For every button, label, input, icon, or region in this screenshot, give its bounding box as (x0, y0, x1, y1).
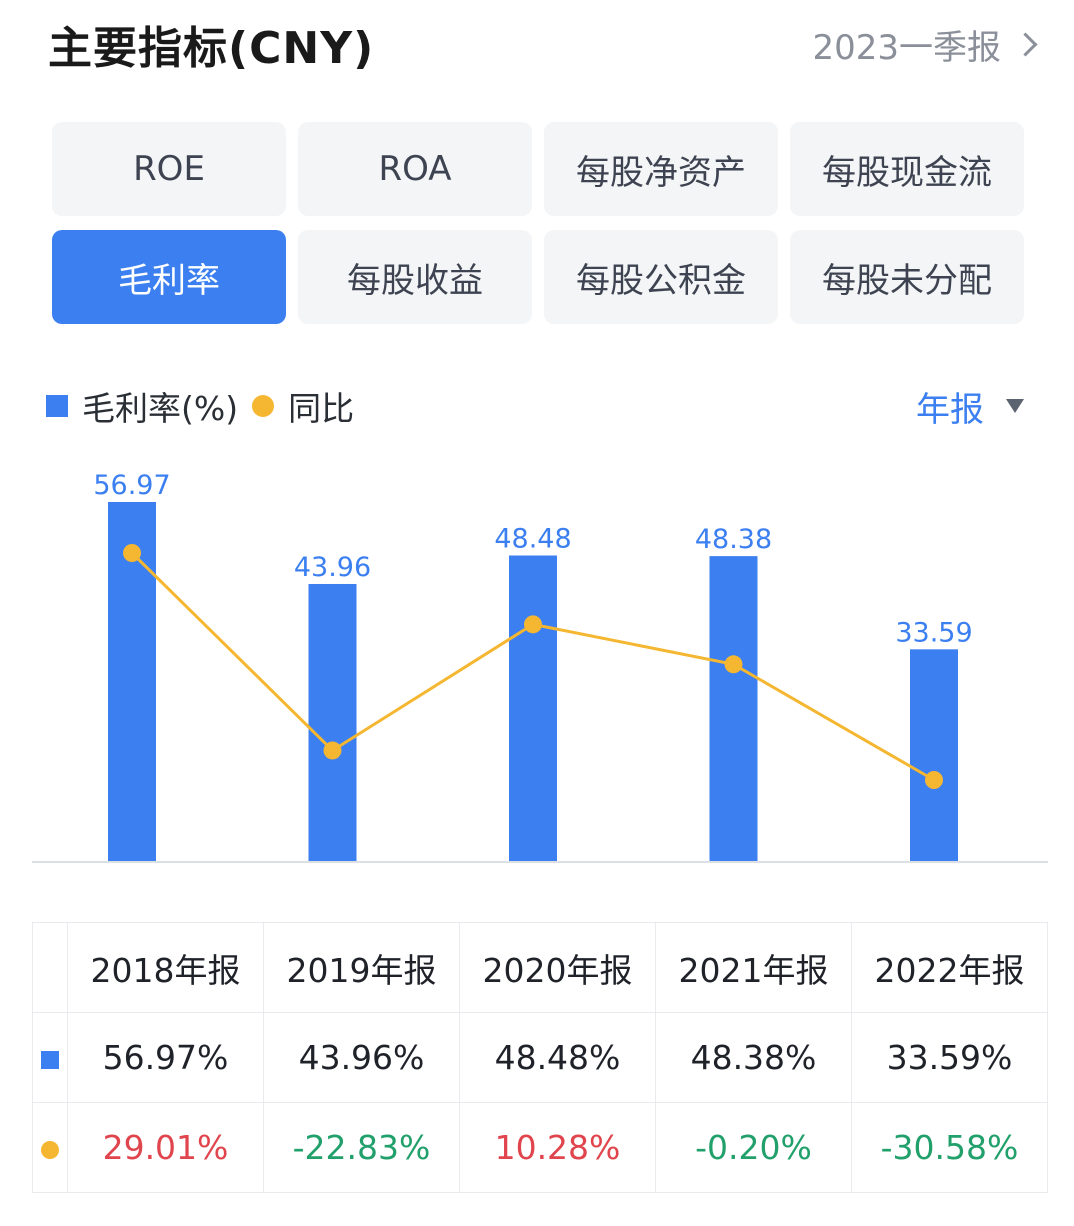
table-header-row: 2018年报 2019年报 2020年报 2021年报 2022年报 (32, 922, 1048, 1013)
indicator-tabs: ROE ROA 每股净资产 每股现金流 毛利率 每股收益 每股公积金 每股未分配 (52, 122, 1026, 324)
table-cell: 56.97% (67, 1012, 264, 1103)
bar-value-label: 43.96 (294, 552, 371, 583)
table-cell: 48.38% (655, 1012, 852, 1103)
table-header: 2019年报 (263, 922, 460, 1013)
tab-eps[interactable]: 每股收益 (298, 230, 532, 324)
yoy-point (323, 741, 342, 760)
caret-down-icon (1006, 399, 1024, 413)
bar-value-label: 33.59 (895, 617, 972, 648)
tab-net-assets-per-share[interactable]: 每股净资产 (544, 122, 778, 216)
bar (509, 555, 557, 861)
period-selector[interactable]: 2023一季报 (812, 20, 1038, 69)
report-type-dropdown[interactable]: 年报 (916, 382, 1024, 430)
yoy-point (925, 771, 943, 789)
gross-margin-chart: 56.97 43.96 48.48 48.38 33.59 (32, 470, 1048, 863)
bar (709, 556, 758, 861)
table-header: 2021年报 (655, 922, 852, 1013)
legend-series1: 毛利率(%) (82, 389, 239, 428)
header: 主要指标(CNY) 2023一季报 (48, 8, 1038, 74)
table-header: 2020年报 (459, 922, 656, 1013)
tab-roa[interactable]: ROA (298, 122, 532, 216)
period-label: 2023一季报 (812, 28, 1001, 68)
table-cell: 43.96% (263, 1012, 460, 1103)
chart-legend: 毛利率(%) 同比 (46, 382, 354, 430)
table-header: 2022年报 (851, 922, 1048, 1013)
table-cell: -22.83% (263, 1102, 460, 1193)
line-series-marker (41, 1141, 59, 1159)
tab-reserve-per-share[interactable]: 每股公积金 (544, 230, 778, 324)
page-title: 主要指标(CNY) (48, 23, 375, 74)
bar (308, 583, 357, 861)
table-header: 2018年报 (67, 922, 264, 1013)
bar-legend-swatch (46, 395, 68, 417)
bar-value-label: 56.97 (93, 470, 170, 501)
bar-series-marker (41, 1051, 59, 1069)
tab-undistributed-per-share[interactable]: 每股未分配 (790, 230, 1024, 324)
data-table: 2018年报 2019年报 2020年报 2021年报 2022年报 56.97… (32, 922, 1048, 1193)
report-type-label: 年报 (916, 389, 984, 430)
tab-gross-margin[interactable]: 毛利率 (52, 230, 286, 324)
yoy-point (123, 544, 141, 562)
tab-cash-flow-per-share[interactable]: 每股现金流 (790, 122, 1024, 216)
table-cell: -0.20% (655, 1102, 852, 1193)
table-cell: 48.48% (459, 1012, 656, 1103)
yoy-point (524, 615, 542, 634)
chevron-right-icon (1013, 32, 1038, 57)
bar (910, 649, 958, 861)
legend-series2: 同比 (288, 389, 355, 428)
table-row-yoy: 29.01% -22.83% 10.28% -0.20% -30.58% (32, 1102, 1048, 1193)
line-legend-swatch (252, 395, 275, 417)
table-cell: 10.28% (459, 1102, 656, 1193)
tab-roe[interactable]: ROE (52, 122, 286, 216)
yoy-point (724, 655, 743, 674)
bar-value-label: 48.38 (695, 524, 772, 555)
table-cell: 29.01% (67, 1102, 264, 1193)
table-cell: 33.59% (851, 1012, 1048, 1103)
table-cell: -30.58% (851, 1102, 1048, 1193)
table-row-gross-margin: 56.97% 43.96% 48.48% 48.38% 33.59% (32, 1012, 1048, 1103)
bar-value-label: 48.48 (494, 524, 571, 555)
